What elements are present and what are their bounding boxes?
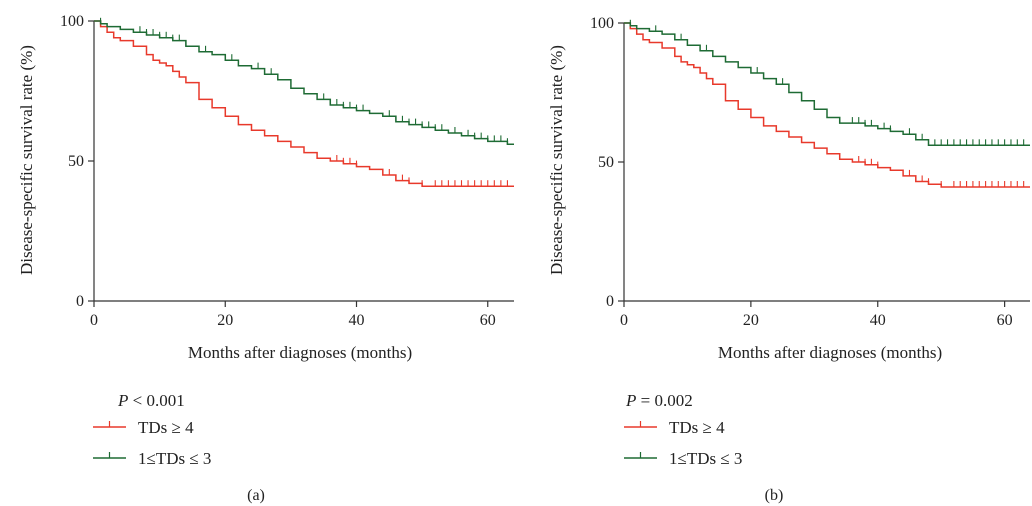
- survival-curve: [624, 22, 1030, 147]
- y-axis-label: Disease-specific survival rate (%): [17, 45, 36, 275]
- legend-entry-tds-1-3: 1≤TDs ≤ 3: [93, 449, 211, 468]
- panel-b: Disease-specific survival rate (%) Month…: [547, 15, 1030, 504]
- legend-entry-tds-ge-4: TDs ≥ 4: [624, 418, 725, 437]
- legend: TDs ≥ 4 1≤TDs ≤ 3: [93, 418, 211, 468]
- legend-label: TDs ≥ 4: [669, 418, 725, 437]
- survival-curve: [94, 20, 514, 145]
- x-axis-label: Months after diagnoses (months): [718, 343, 942, 362]
- x-tick-label: 40: [349, 312, 365, 329]
- y-tick-label: 100: [60, 13, 84, 30]
- y-tick-label: 100: [590, 15, 614, 32]
- y-tick-label: 0: [606, 293, 614, 310]
- legend-label: TDs ≥ 4: [138, 418, 194, 437]
- survival-curve: [624, 22, 1030, 188]
- p-value-text: P = 0.002: [625, 391, 693, 410]
- x-tick-label: 20: [217, 312, 233, 329]
- legend: TDs ≥ 4 1≤TDs ≤ 3: [624, 418, 742, 468]
- panel-a: Disease-specific survival rate (%) Month…: [17, 13, 514, 504]
- y-tick-label: 0: [76, 293, 84, 310]
- x-tick-label: 20: [743, 312, 759, 329]
- legend-entry-tds-ge-4: TDs ≥ 4: [93, 418, 194, 437]
- legend-label: 1≤TDs ≤ 3: [669, 449, 742, 468]
- x-tick-label: 0: [620, 312, 628, 329]
- y-tick-label: 50: [598, 154, 614, 171]
- x-tick-label: 0: [90, 312, 98, 329]
- survival-curve: [94, 20, 514, 187]
- legend-entry-tds-1-3: 1≤TDs ≤ 3: [624, 449, 742, 468]
- legend-label: 1≤TDs ≤ 3: [138, 449, 211, 468]
- p-value-text: P < 0.001: [117, 391, 185, 410]
- x-tick-label: 60: [997, 312, 1013, 329]
- panel-label: (a): [247, 487, 265, 504]
- panel-label: (b): [765, 487, 784, 504]
- x-tick-label: 60: [480, 312, 496, 329]
- x-tick-label: 40: [870, 312, 886, 329]
- y-tick-label: 50: [68, 153, 84, 170]
- x-axis-label: Months after diagnoses (months): [188, 343, 412, 362]
- y-axis-label: Disease-specific survival rate (%): [547, 45, 566, 275]
